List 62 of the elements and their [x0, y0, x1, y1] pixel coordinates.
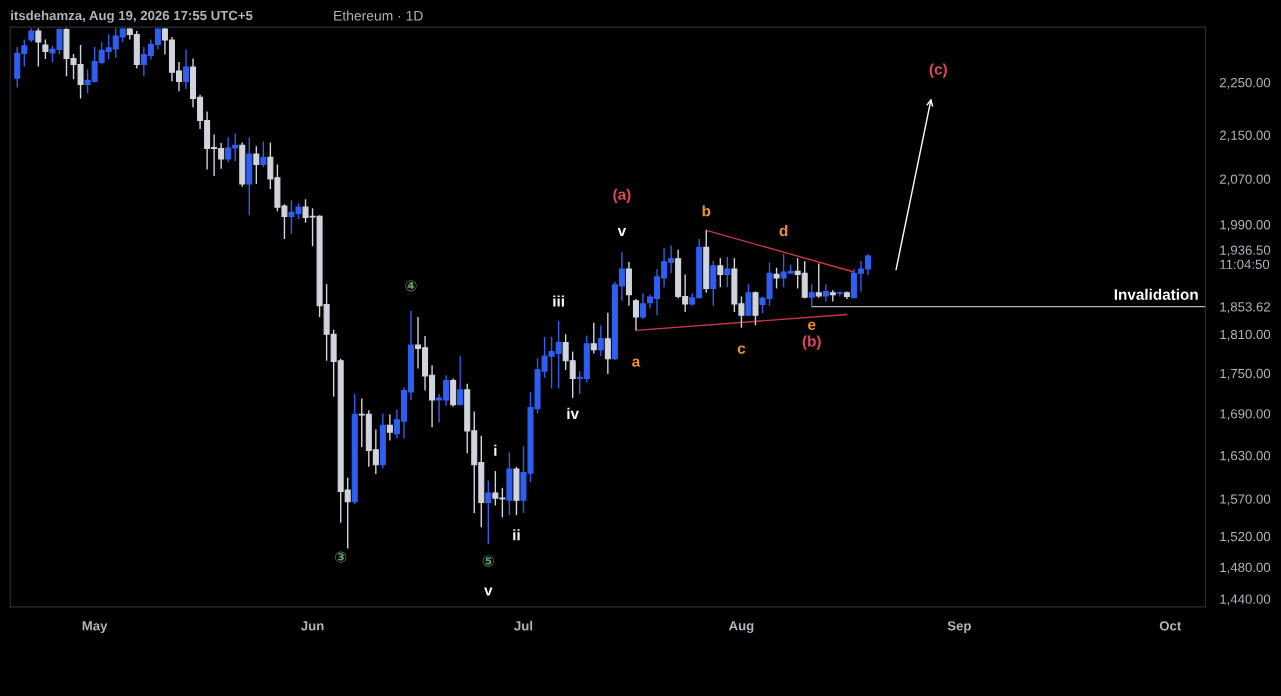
y-tick-label: 1,810.00 — [1220, 329, 1271, 341]
candlestick — [639, 292, 647, 320]
candlestick — [773, 267, 780, 290]
chart-subtitle: itsdehamza, Aug 19, 2026 17:55 UTC+5 — [11, 10, 253, 23]
candlestick — [35, 27, 42, 68]
annotation: (c) — [929, 63, 947, 78]
candlestick — [597, 324, 604, 357]
y-tick-label: 2,070.00 — [1219, 174, 1271, 186]
annotation: i — [494, 444, 497, 456]
chart-title: Ethereum · 1D — [334, 10, 423, 21]
candlestick — [42, 38, 49, 60]
y-tick-label: 1,570.00 — [1220, 494, 1271, 506]
candlestick — [829, 289, 836, 303]
annotation: ③ — [335, 551, 347, 563]
y-tick-label: 1,690.00 — [1220, 409, 1271, 421]
candlestick — [182, 48, 190, 90]
x-tick-label: Jul — [514, 620, 533, 631]
annotation: d — [779, 224, 788, 237]
annotation: v — [617, 227, 627, 237]
y-tick-label: 2,150.00 — [1219, 130, 1271, 142]
y-tick-label: 1,630.00 — [1220, 450, 1271, 462]
x-tick-label: Oct — [1159, 621, 1182, 631]
annotation: b — [702, 205, 711, 217]
candlestick — [253, 145, 260, 185]
x-tick-label: Sep — [947, 621, 971, 634]
x-tick-label: May — [82, 621, 108, 634]
y-tick-label: 2,250.00 — [1219, 77, 1271, 89]
candlestick — [717, 257, 724, 288]
y-tick-label: 1,853.62 — [1220, 302, 1271, 314]
x-tick-label: Aug — [728, 621, 754, 634]
candlestick — [260, 140, 267, 168]
candlestick — [815, 262, 822, 299]
candlestick — [808, 283, 815, 308]
candlestick — [752, 290, 759, 326]
candlestick — [457, 355, 464, 406]
annotation: c — [737, 345, 746, 354]
annotation: a — [632, 358, 641, 367]
annotation: (b) — [802, 335, 821, 350]
candlestick — [485, 479, 492, 545]
annotation: iii — [553, 295, 564, 307]
y-tick-label: 1,936.50 11:04:50 — [1220, 245, 1271, 269]
annotation: v — [484, 587, 493, 596]
annotation: (a) — [613, 188, 631, 203]
annotation: ④ — [405, 280, 417, 292]
candlestick — [745, 283, 752, 317]
candlestick — [632, 298, 639, 332]
candlestick — [590, 322, 597, 355]
annotation: ii — [513, 529, 520, 541]
annotation: ⑤ — [482, 555, 494, 567]
y-tick-label: 1,520.00 — [1220, 531, 1271, 543]
candlestick — [710, 260, 717, 307]
x-tick-label: Jun — [301, 621, 324, 631]
candlestick — [724, 256, 731, 288]
y-tick-label: 1,750.00 — [1220, 368, 1271, 380]
candlestick — [604, 311, 611, 375]
candlestick — [386, 413, 393, 442]
annotation: e — [808, 321, 816, 331]
annotation: Invalidation — [1114, 288, 1198, 300]
annotation: iv — [567, 407, 579, 419]
y-tick-label: 1,480.00 — [1220, 562, 1271, 574]
y-tick-label: 1,990.00 — [1220, 220, 1271, 231]
y-tick-label: 1,440.00 — [1220, 594, 1271, 606]
